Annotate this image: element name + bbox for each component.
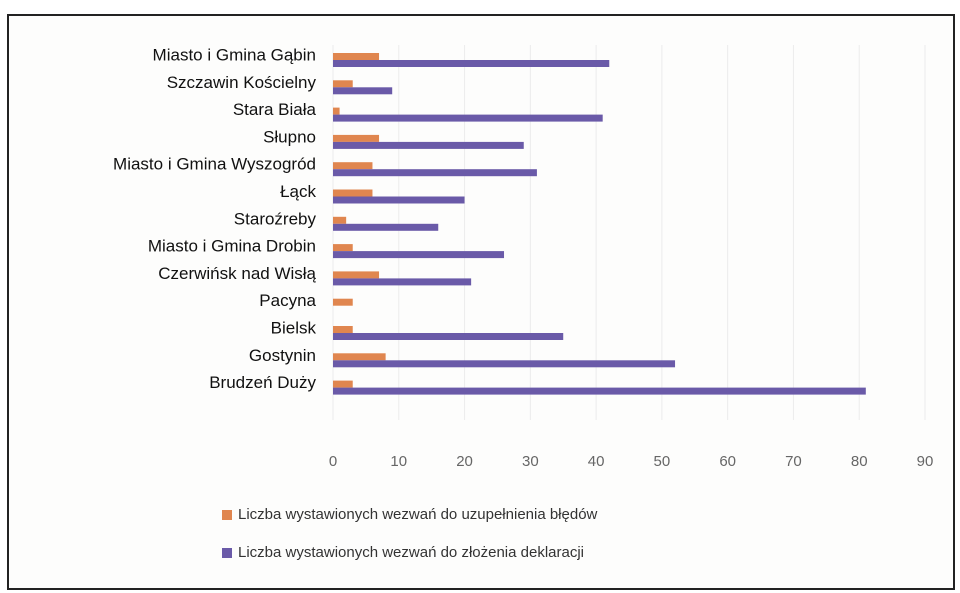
bar bbox=[333, 169, 537, 177]
bar bbox=[333, 271, 380, 279]
x-tick-label: 0 bbox=[329, 453, 337, 470]
bar bbox=[333, 251, 505, 259]
bar bbox=[333, 80, 353, 88]
bar bbox=[333, 189, 373, 197]
y-tick-label: Miasto i Gmina Wyszogród bbox=[113, 155, 316, 174]
y-tick-label: Staroźreby bbox=[234, 209, 317, 228]
chart-frame bbox=[7, 14, 955, 590]
y-tick-label: Stara Biała bbox=[233, 100, 317, 119]
bar bbox=[333, 134, 380, 142]
bar bbox=[333, 360, 676, 368]
x-tick-label: 80 bbox=[851, 453, 868, 470]
bar bbox=[333, 326, 353, 333]
bar bbox=[333, 196, 465, 204]
x-tick-label: 90 bbox=[917, 453, 934, 470]
bar bbox=[333, 216, 347, 224]
y-tick-label: Gostynin bbox=[249, 346, 316, 365]
y-tick-label: Miasto i Gmina Gąbin bbox=[153, 45, 316, 64]
x-tick-label: 50 bbox=[654, 453, 671, 470]
x-tick-label: 10 bbox=[390, 453, 407, 470]
bar bbox=[333, 333, 564, 340]
x-tick-label: 70 bbox=[785, 453, 802, 470]
legend-label: Liczba wystawionych wezwań do uzupełnien… bbox=[238, 506, 598, 523]
x-tick-label: 20 bbox=[456, 453, 473, 470]
bar bbox=[333, 87, 393, 95]
y-tick-label: Czerwińsk nad Wisłą bbox=[158, 264, 316, 283]
bar bbox=[333, 53, 380, 60]
bar bbox=[333, 298, 353, 306]
bar bbox=[333, 387, 866, 395]
bar bbox=[333, 353, 386, 361]
bar bbox=[333, 107, 340, 115]
y-tick-label: Bielsk bbox=[271, 318, 317, 337]
y-tick-label: Brudzeń Duży bbox=[209, 373, 316, 392]
legend-label: Liczba wystawionych wezwań do złożenia d… bbox=[238, 544, 584, 561]
y-tick-label: Szczawin Kościelny bbox=[167, 73, 317, 92]
legend-swatch bbox=[222, 548, 232, 558]
bar bbox=[333, 223, 439, 231]
bar bbox=[333, 114, 603, 122]
x-tick-label: 30 bbox=[522, 453, 539, 470]
bar bbox=[333, 278, 472, 286]
bar bbox=[333, 244, 353, 252]
bar bbox=[333, 162, 373, 170]
bar bbox=[333, 60, 610, 67]
y-tick-label: Słupno bbox=[263, 127, 316, 146]
y-tick-label: Łąck bbox=[280, 182, 316, 201]
x-tick-label: 60 bbox=[719, 453, 736, 470]
y-tick-label: Pacyna bbox=[259, 291, 316, 310]
y-tick-label: Miasto i Gmina Drobin bbox=[148, 237, 316, 256]
bar bbox=[333, 380, 353, 388]
bar bbox=[333, 141, 524, 149]
legend-swatch bbox=[222, 510, 232, 520]
x-tick-label: 40 bbox=[588, 453, 605, 470]
